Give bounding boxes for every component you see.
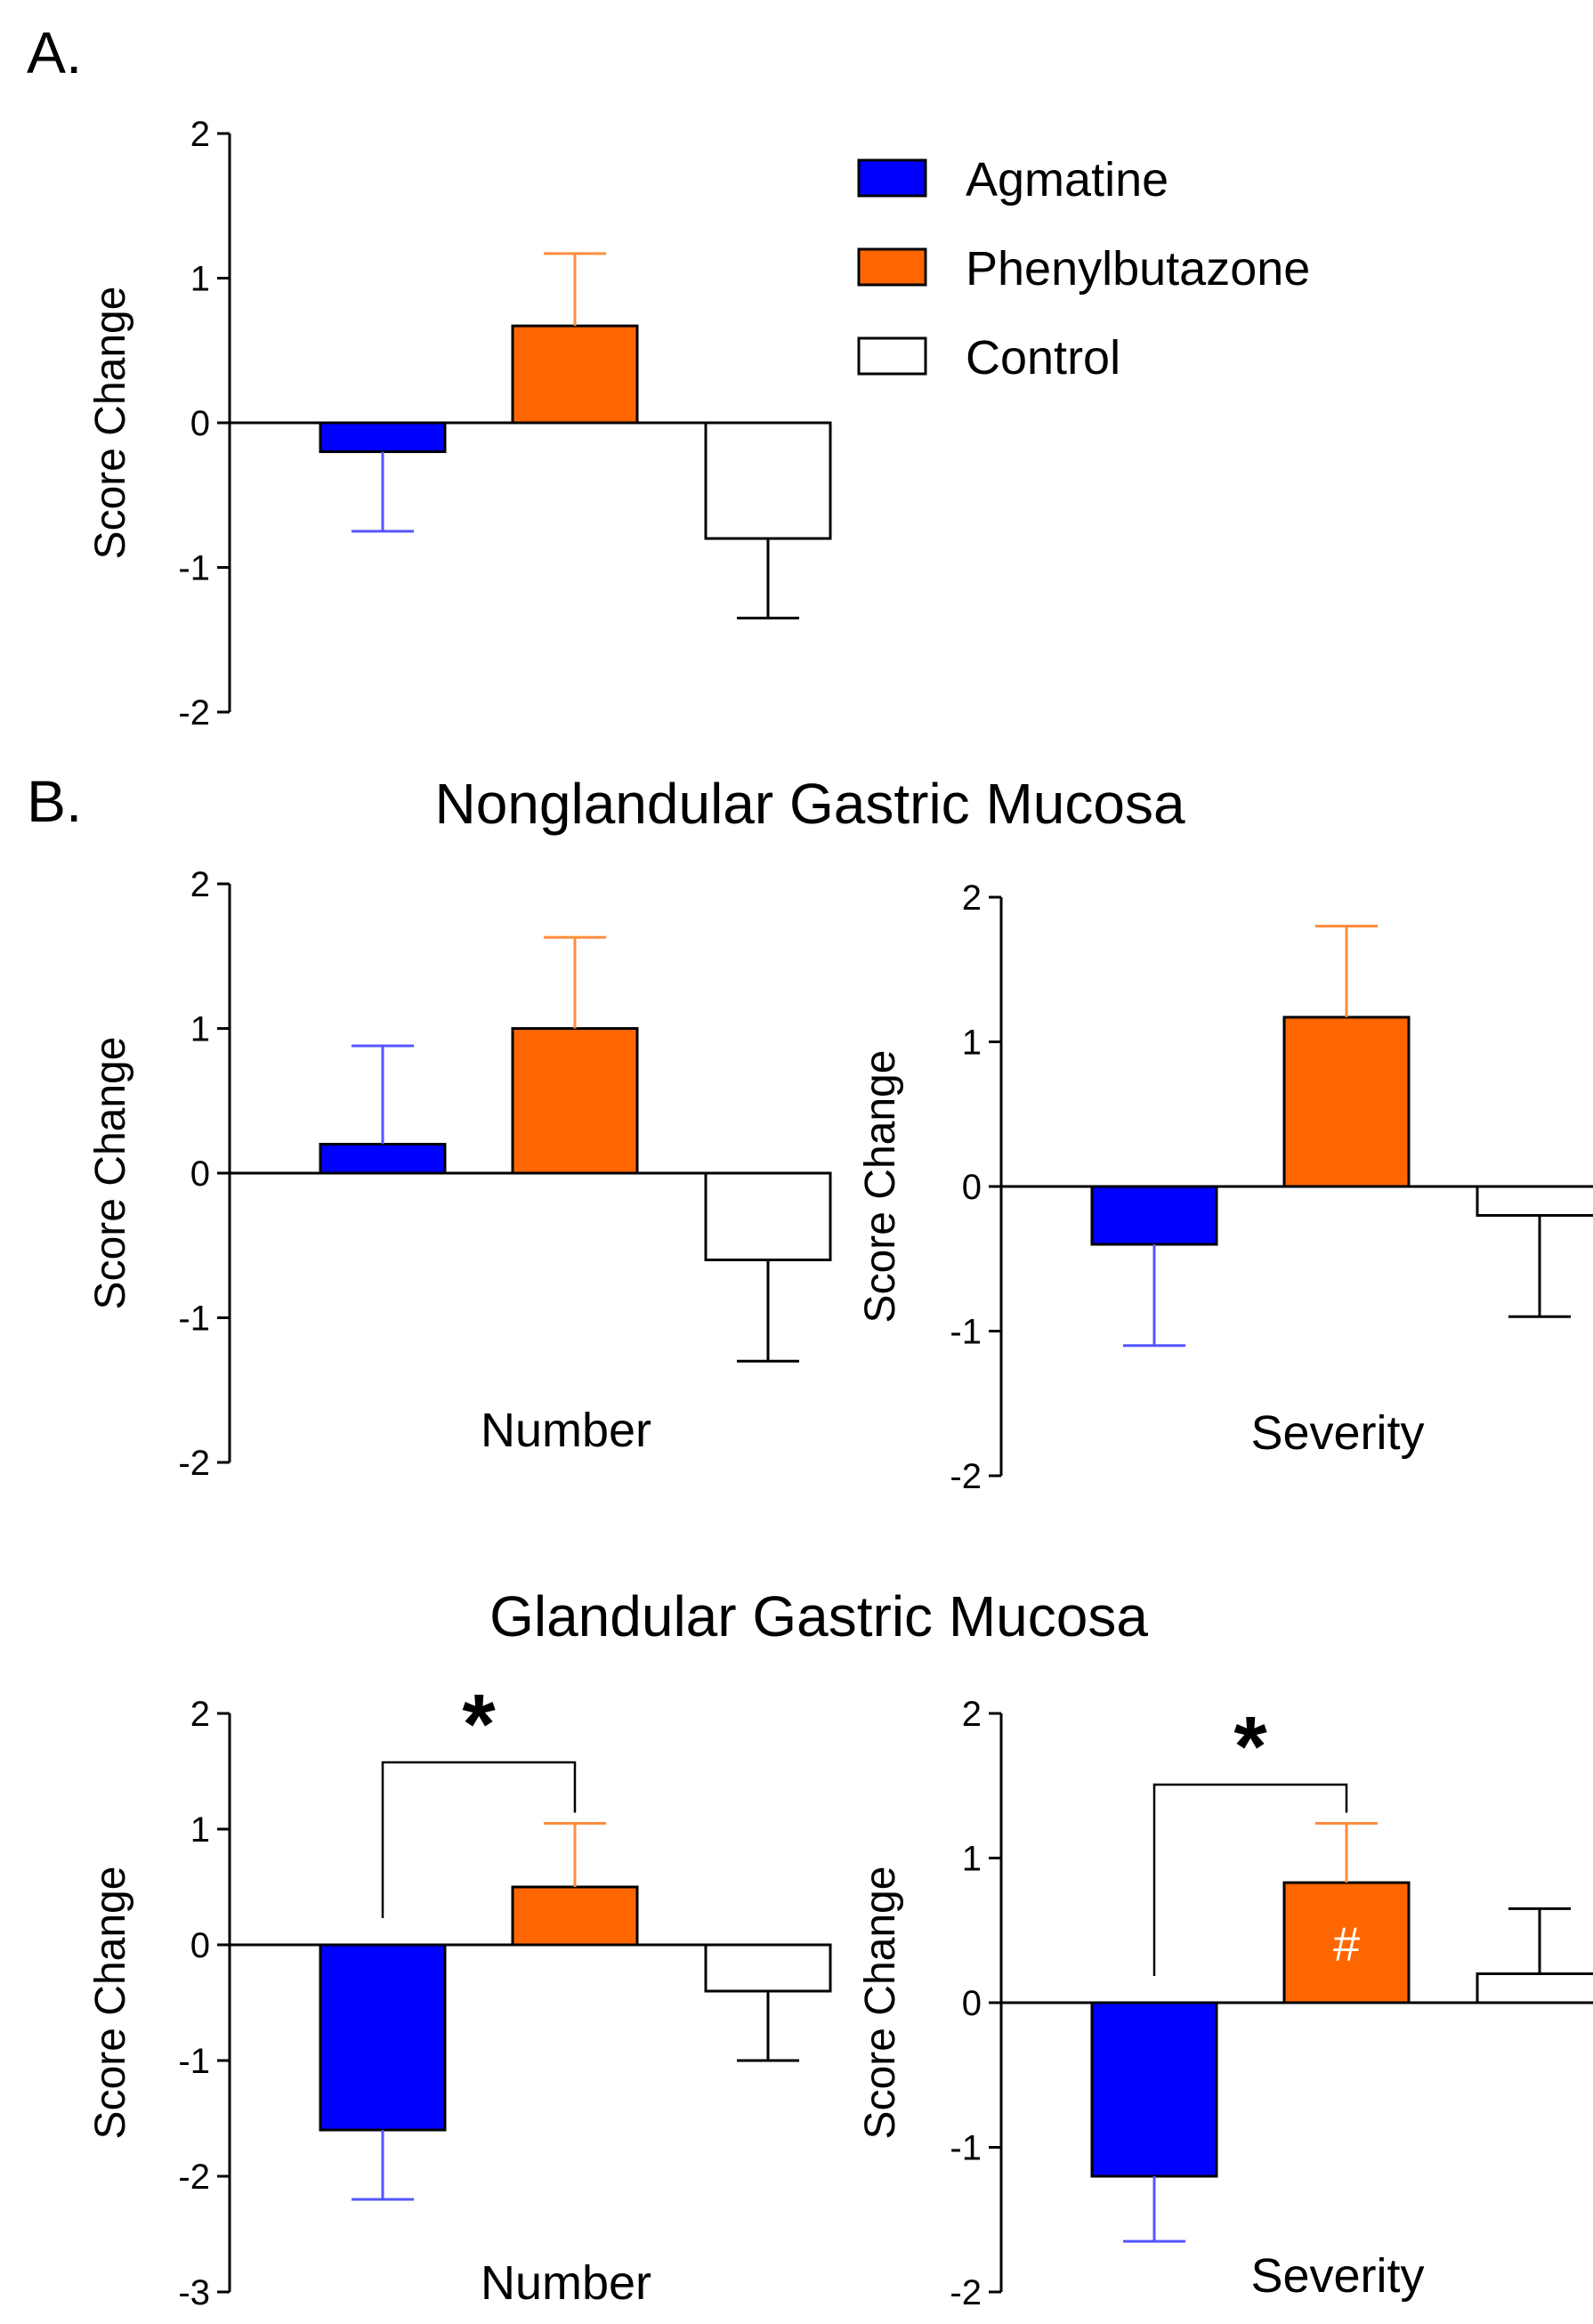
panel-label-b: B. xyxy=(27,768,82,834)
y-tick-label: 0 xyxy=(190,404,210,443)
bar-agmatine xyxy=(319,1143,447,1175)
bar-control xyxy=(1476,1972,1593,2004)
y-axis-label: Score Change xyxy=(87,1037,134,1310)
bar-phenylbutazone xyxy=(511,1885,639,1947)
y-axis-label: Score Change xyxy=(87,1866,134,2140)
significance-asterisk: * xyxy=(462,1677,496,1772)
y-tick-label: -2 xyxy=(950,1457,982,1496)
y-axis-label: Score Change xyxy=(857,1050,904,1324)
bar-agmatine xyxy=(319,1943,447,2132)
y-tick-label: 1 xyxy=(190,1010,210,1049)
x-axis-label: Severity xyxy=(1250,1406,1424,1460)
y-axis-label: Score Change xyxy=(87,287,134,560)
y-tick-label: 2 xyxy=(190,865,210,904)
bar-hash-label: # xyxy=(1333,1918,1360,1972)
y-tick-label: 1 xyxy=(190,260,210,299)
y-tick-label: 2 xyxy=(190,115,210,154)
y-tick-label: 1 xyxy=(962,1840,982,1879)
section-title-glandular: Glandular Gastric Mucosa xyxy=(489,1584,1148,1648)
legend: Agmatine Phenylbutazone Control xyxy=(857,153,1310,385)
y-tick-label: -2 xyxy=(178,2158,210,2197)
bar-control xyxy=(1476,1185,1593,1217)
y-tick-label: -2 xyxy=(178,1444,210,1483)
y-tick-label: -2 xyxy=(178,693,210,733)
x-axis-label: Number xyxy=(481,1404,651,1457)
y-tick-label: 2 xyxy=(962,1695,982,1734)
bar-control xyxy=(704,421,832,540)
y-tick-label: -1 xyxy=(178,2042,210,2081)
y-tick-label: 1 xyxy=(190,1810,210,1850)
x-axis-label: Number xyxy=(481,2256,651,2310)
bar-phenylbutazone xyxy=(511,324,639,425)
section-title-nonglandular: Nonglandular Gastric Mucosa xyxy=(434,772,1185,836)
legend-item-agmatine: Agmatine xyxy=(857,153,1168,206)
x-axis-label: Severity xyxy=(1250,2249,1424,2303)
y-tick-label: -1 xyxy=(178,549,210,588)
y-tick-label: 0 xyxy=(190,1926,210,1965)
bar-phenylbutazone xyxy=(1282,1016,1411,1188)
y-tick-label: 2 xyxy=(962,879,982,918)
y-axis-label: Score Change xyxy=(857,1866,904,2140)
chart-nonglandular-severity: 2 1 0 -1 -2 Score Change Severity xyxy=(857,879,1593,1496)
y-tick-label: -1 xyxy=(950,2129,982,2168)
legend-swatch-phenylbutazone xyxy=(857,247,927,287)
legend-label-control: Control xyxy=(966,331,1120,385)
chart-nonglandular-number: 2 1 0 -1 -2 Score Change Number xyxy=(87,865,832,1483)
legend-item-phenylbutazone: Phenylbutazone xyxy=(857,242,1310,296)
y-tick-label: -1 xyxy=(950,1313,982,1352)
y-tick-label: -3 xyxy=(178,2273,210,2312)
panel-label-a: A. xyxy=(27,20,82,85)
significance-bracket xyxy=(1152,1783,1348,1976)
legend-swatch-control xyxy=(857,336,927,376)
chart-glandular-number: 2 1 0 -1 -2 -3 Score Change Number * xyxy=(87,1677,832,2312)
legend-label-phenylbutazone: Phenylbutazone xyxy=(966,242,1310,296)
y-tick-label: -1 xyxy=(178,1300,210,1339)
significance-bracket xyxy=(381,1761,577,1918)
legend-swatch-agmatine xyxy=(857,158,927,198)
legend-label-agmatine: Agmatine xyxy=(966,153,1168,206)
chart-a-score-change: 2 1 0 -1 -2 Score Change xyxy=(87,115,832,733)
bar-phenylbutazone xyxy=(511,1027,639,1175)
bar-agmatine xyxy=(319,421,447,453)
bar-control xyxy=(704,1943,832,1993)
bar-control xyxy=(704,1171,832,1261)
bar-phenylbutazone xyxy=(1282,1881,1411,2004)
significance-asterisk: * xyxy=(1233,1699,1267,1794)
y-tick-label: 1 xyxy=(962,1024,982,1063)
chart-glandular-severity: 2 1 0 -1 -2 Score Change Severity * # xyxy=(857,1695,1593,2312)
y-tick-label: 0 xyxy=(962,1984,982,2023)
y-tick-label: 0 xyxy=(190,1154,210,1194)
y-tick-label: 0 xyxy=(962,1168,982,1207)
y-tick-label: -2 xyxy=(950,2273,982,2312)
bar-agmatine xyxy=(1090,2001,1218,2178)
y-tick-label: 2 xyxy=(190,1695,210,1734)
legend-item-control: Control xyxy=(857,331,1120,385)
bar-agmatine xyxy=(1090,1185,1218,1246)
